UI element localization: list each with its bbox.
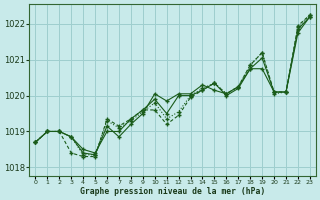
X-axis label: Graphe pression niveau de la mer (hPa): Graphe pression niveau de la mer (hPa) [80, 187, 265, 196]
